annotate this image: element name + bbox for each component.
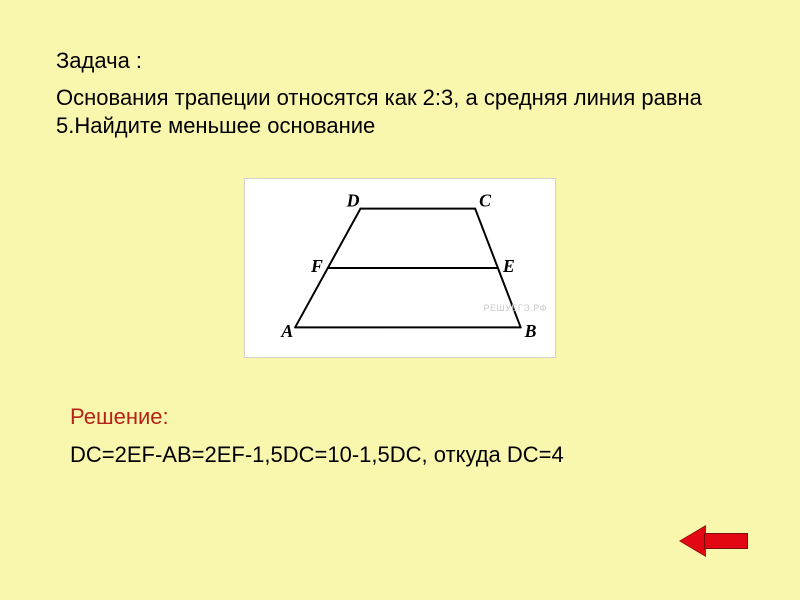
svg-text:D: D [346, 191, 360, 211]
slide: Задача : Основания трапеции относятся ка… [0, 0, 800, 600]
solution-title: Решение: [70, 404, 730, 430]
trapezoid-svg: A B C D E F [245, 179, 555, 357]
figure-watermark: РЕШУЕГЭ.РФ [483, 303, 547, 313]
solution-text: DC=2EF-AB=2EF-1,5DC=10-1,5DC, откуда DC=… [70, 442, 730, 468]
svg-text:E: E [502, 256, 515, 276]
trapezoid-figure: A B C D E F РЕШУЕГЭ.РФ [244, 178, 556, 358]
back-arrow-button[interactable] [680, 526, 748, 556]
solution-block: Решение: DC=2EF-AB=2EF-1,5DC=10-1,5DC, о… [70, 404, 730, 468]
arrow-shaft-icon [704, 533, 748, 549]
svg-text:B: B [524, 321, 537, 341]
arrow-head-icon [680, 526, 706, 556]
svg-text:A: A [280, 321, 293, 341]
svg-text:F: F [310, 256, 323, 276]
problem-text: Основания трапеции относятся как 2:3, а … [56, 84, 736, 139]
svg-text:C: C [479, 191, 492, 211]
problem-block: Задача : Основания трапеции относятся ка… [56, 48, 736, 139]
problem-title: Задача : [56, 48, 736, 74]
